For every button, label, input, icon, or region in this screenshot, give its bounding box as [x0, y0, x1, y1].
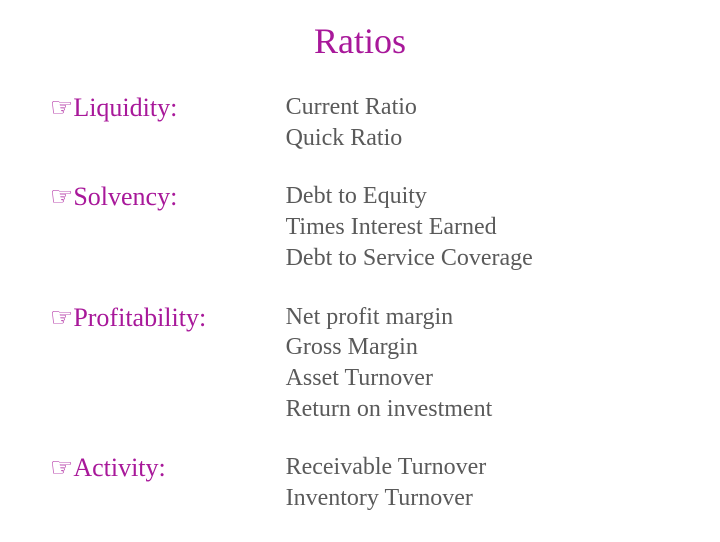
bullet-icon: ☞	[50, 181, 73, 212]
bullet-icon: ☞	[50, 92, 73, 123]
ratio-item: Quick Ratio	[286, 123, 670, 154]
ratio-item: Current Ratio	[286, 92, 670, 123]
section-row: ☞ Liquidity: Current Ratio Quick Ratio	[50, 92, 670, 181]
ratio-item: Debt to Equity	[286, 181, 670, 212]
category-label: Activity:	[73, 453, 165, 483]
ratios-table: ☞ Liquidity: Current Ratio Quick Ratio ☞…	[50, 92, 670, 542]
ratio-item: Debt to Service Coverage	[286, 243, 670, 274]
ratio-item: Receivable Turnover	[286, 452, 670, 483]
ratio-item: Inventory Turnover	[286, 483, 670, 514]
ratio-item: Return on investment	[286, 394, 670, 425]
category-profitability: ☞ Profitability:	[50, 302, 286, 333]
ratio-item: Gross Margin	[286, 332, 670, 363]
ratio-item: Times Interest Earned	[286, 212, 670, 243]
ratio-item: Net profit margin	[286, 302, 670, 333]
section-row: ☞ Profitability: Net profit margin Gross…	[50, 302, 670, 453]
section-row: ☞ Solvency: Debt to Equity Times Interes…	[50, 181, 670, 301]
bullet-icon: ☞	[50, 302, 73, 333]
page-title: Ratios	[50, 20, 670, 62]
category-label: Liquidity:	[73, 93, 177, 123]
bullet-icon: ☞	[50, 452, 73, 483]
category-label: Solvency:	[73, 182, 177, 212]
category-liquidity: ☞ Liquidity:	[50, 92, 286, 123]
category-activity: ☞ Activity:	[50, 452, 286, 483]
category-solvency: ☞ Solvency:	[50, 181, 286, 212]
category-label: Profitability:	[73, 303, 206, 333]
section-row: ☞ Activity: Receivable Turnover Inventor…	[50, 452, 670, 541]
ratio-item: Asset Turnover	[286, 363, 670, 394]
